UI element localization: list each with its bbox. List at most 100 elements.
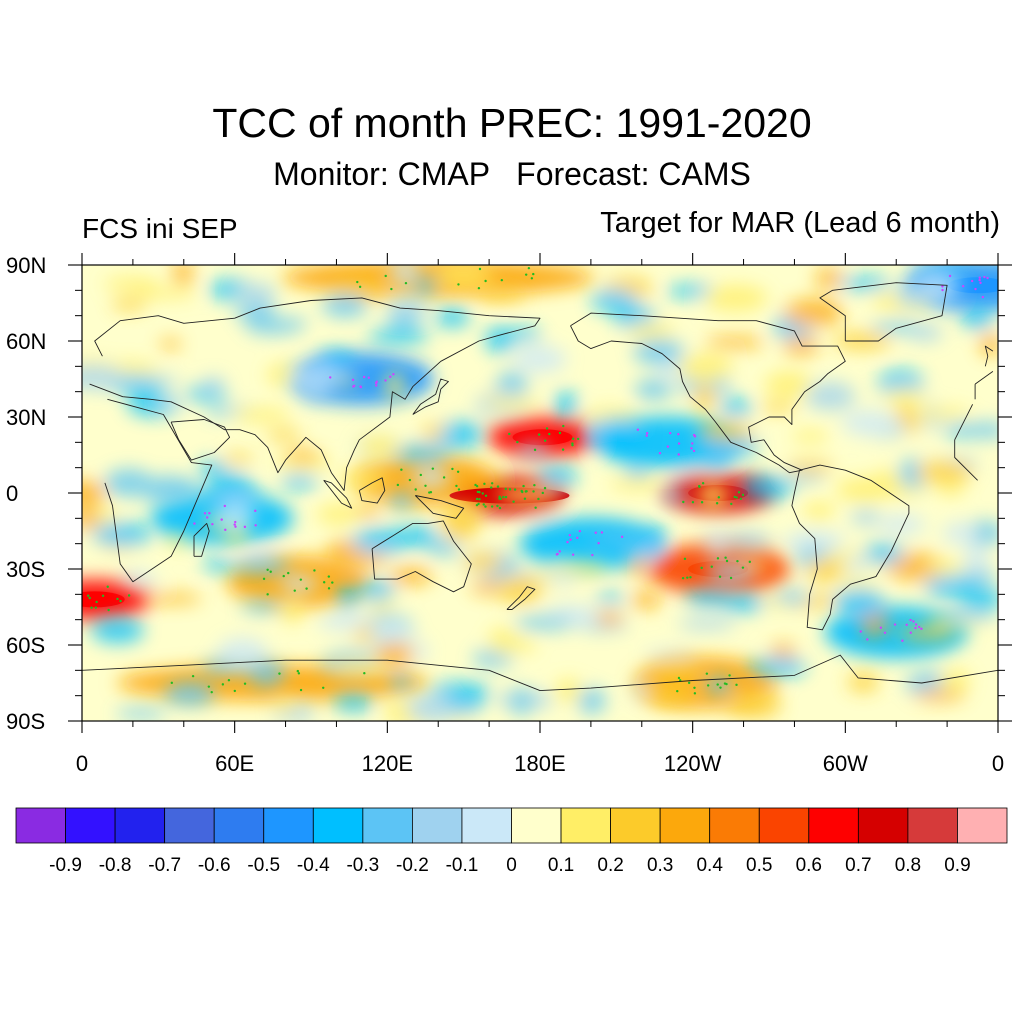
significance-dot (737, 491, 741, 494)
significance-dot (516, 440, 519, 444)
significance-dot (88, 596, 91, 600)
texture-blob (82, 480, 107, 508)
significance-dot (537, 497, 540, 501)
significance-dot (739, 497, 743, 501)
texture-blob (231, 408, 292, 423)
texture-blob (643, 526, 666, 550)
significance-dot (95, 600, 98, 604)
significance-dot (490, 505, 494, 508)
significance-dot (414, 488, 417, 491)
lat-tick-label: 0 (6, 481, 18, 506)
texture-blob (222, 453, 254, 465)
significance-dot (978, 278, 981, 282)
significance-dot (384, 379, 387, 382)
significance-dot (522, 484, 525, 488)
significance-dot (701, 482, 705, 485)
texture-blob (677, 353, 733, 383)
significance-dot (191, 674, 195, 678)
texture-blob (554, 678, 583, 703)
coastline-newguinea (414, 495, 465, 519)
texture-blob (406, 694, 460, 721)
significance-dot (477, 286, 481, 290)
lon-tick-label: 120E (362, 751, 413, 776)
texture-blob (924, 575, 985, 599)
significance-dot (127, 594, 131, 597)
colorbar-swatch (65, 807, 116, 844)
significance-dot (322, 686, 325, 690)
texture-blob (644, 649, 697, 661)
colorbar-label: -0.9 (49, 855, 82, 876)
significance-dot (983, 275, 986, 279)
significance-dot (909, 631, 912, 634)
significance-dot (741, 493, 745, 497)
texture-blob (279, 574, 319, 593)
significance-dot (327, 587, 331, 590)
significance-dot (689, 576, 692, 579)
significance-dot (716, 557, 720, 560)
significance-dot (474, 483, 477, 487)
texture-blob (358, 580, 395, 602)
texture-blob (961, 308, 993, 330)
texture-blob (484, 326, 515, 353)
significance-dot (677, 676, 681, 680)
significance-dot (504, 495, 508, 499)
significance-dot (558, 550, 561, 553)
texture-blob (275, 698, 296, 714)
significance-dot (282, 574, 285, 578)
significance-dot (233, 689, 236, 693)
texture-blob (495, 574, 543, 604)
significance-dot (725, 682, 728, 686)
significance-dot (305, 587, 308, 590)
texture-blob (165, 535, 189, 547)
colorbar-swatch (164, 807, 215, 844)
significance-dot (527, 266, 531, 270)
texture-blob (217, 637, 268, 666)
significance-dot (262, 577, 266, 581)
significance-dot (905, 623, 908, 627)
texture-blob (649, 657, 704, 681)
texture-blob (186, 385, 228, 402)
texture-blob (805, 381, 856, 411)
colorbar-swatch (362, 807, 413, 844)
significance-dot (566, 540, 569, 544)
significance-dot (571, 553, 575, 556)
significance-dot (297, 672, 301, 675)
significance-dot (524, 273, 528, 276)
texture-blob (516, 443, 551, 459)
texture-blob (703, 284, 768, 312)
texture-blob (850, 509, 881, 526)
significance-dot (293, 589, 296, 592)
lon-tick-label: 180E (514, 751, 565, 776)
lat-tick-label: 30S (6, 557, 45, 582)
significance-dot (548, 432, 551, 436)
significance-dot (698, 484, 701, 488)
texture-blob (276, 318, 308, 330)
significance-dot (389, 375, 392, 379)
texture-blob (962, 422, 998, 439)
significance-dot (700, 501, 704, 504)
texture-blob (628, 322, 675, 341)
figure-subtitle: Monitor: CMAP Forecast: CAMS (273, 156, 751, 192)
significance-dot (431, 467, 435, 470)
significance-dot (683, 557, 687, 561)
texture-blob (438, 503, 484, 533)
colorbar-label: 0.4 (696, 855, 723, 876)
colorbar-label: -0.1 (446, 855, 479, 876)
significance-dot (866, 638, 869, 641)
colorbar-label: -0.2 (396, 855, 429, 876)
texture-blob (484, 397, 541, 411)
texture-blob (697, 420, 753, 443)
significance-dot (576, 437, 580, 441)
texture-blob (773, 590, 811, 604)
significance-dot (504, 487, 507, 491)
texture-blob (477, 288, 526, 303)
lon-tick-label: 0 (992, 751, 1004, 776)
significance-dot (475, 497, 479, 501)
significance-dot (691, 442, 694, 445)
significance-dot (234, 520, 237, 524)
significance-dot (223, 504, 227, 508)
texture-blob (385, 448, 446, 463)
coastline-madagascar (193, 522, 210, 557)
texture-blob (979, 332, 998, 356)
